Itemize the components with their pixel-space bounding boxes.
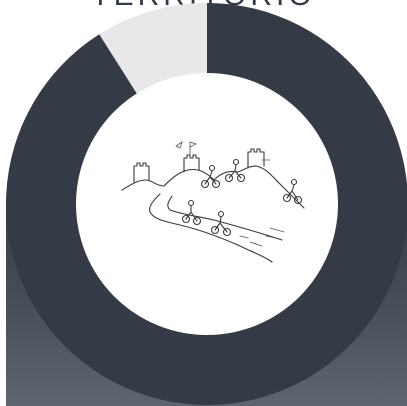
donut-hole	[76, 73, 338, 335]
center-illustration	[121, 141, 305, 263]
